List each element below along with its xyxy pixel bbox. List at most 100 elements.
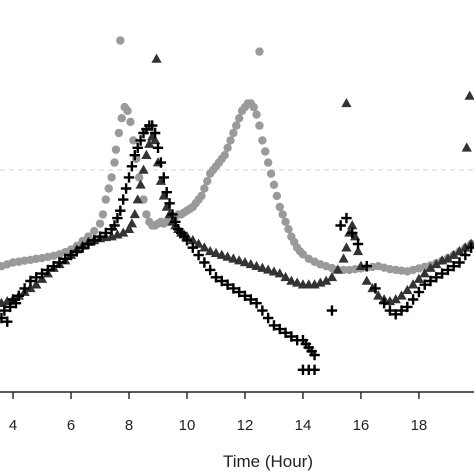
data-point-circle — [266, 169, 276, 178]
data-point-triangle — [425, 262, 436, 272]
data-point-plus — [109, 220, 120, 231]
data-point-triangle — [205, 246, 216, 256]
data-point-plus — [149, 127, 161, 139]
data-point-plus — [396, 305, 407, 316]
data-point-plus — [326, 305, 338, 316]
data-point-plus — [31, 272, 42, 283]
data-point-triangle — [464, 90, 474, 100]
data-point-plus — [390, 309, 401, 320]
data-point-circle — [255, 121, 264, 130]
data-point-plus — [60, 253, 71, 264]
data-point-plus — [309, 364, 320, 375]
data-point-plus — [89, 235, 100, 246]
data-point-triangle — [151, 53, 162, 63]
data-point-triangle — [321, 275, 332, 285]
x-tick-label: 6 — [67, 417, 75, 434]
data-point-triangle — [216, 249, 227, 259]
data-point-plus — [262, 312, 274, 324]
data-point-plus — [341, 212, 352, 224]
data-point-plus — [77, 242, 88, 253]
data-point-plus — [204, 264, 216, 276]
data-point-circle — [220, 151, 229, 160]
data-point-plus — [199, 257, 210, 268]
data-point-plus — [425, 275, 436, 287]
data-point-plus — [187, 242, 198, 253]
data-point-triangle — [355, 260, 367, 270]
data-point-triangle — [193, 238, 204, 248]
x-tick-label: 10 — [179, 417, 196, 434]
data-point-circle — [98, 210, 108, 219]
data-point-triangle — [118, 227, 129, 237]
data-point-triangle — [274, 268, 285, 278]
data-point-circle — [249, 102, 258, 112]
data-point-triangle — [234, 255, 245, 265]
data-point-plus — [465, 242, 474, 253]
data-point-plus — [83, 238, 94, 250]
data-point-circle — [263, 158, 273, 167]
data-point-plus — [216, 275, 227, 287]
data-point-plus — [4, 301, 16, 313]
data-point-triangle — [25, 283, 36, 293]
data-point-triangle — [129, 209, 140, 219]
data-point-circle — [278, 210, 287, 219]
data-point-triangle — [286, 275, 297, 285]
data-point-circle — [284, 225, 293, 234]
x-ticks: 4 6 8 10 12 14 16 18 — [9, 392, 427, 434]
data-point-circle — [223, 143, 232, 152]
data-point-plus — [193, 249, 204, 261]
data-point-plus — [448, 261, 459, 272]
data-point-circle — [134, 173, 144, 182]
x-axis-title: Time (Hour) — [223, 452, 313, 471]
data-point-plus — [65, 249, 77, 261]
data-point-plus — [268, 320, 280, 331]
data-point-plus — [164, 198, 175, 209]
data-point-circle — [101, 195, 111, 204]
data-point-circle — [261, 147, 270, 156]
data-point-triangle — [448, 249, 459, 259]
data-point-plus — [309, 349, 320, 361]
data-point-triangle — [454, 246, 465, 256]
data-point-circle — [129, 136, 138, 145]
data-point-plus — [361, 261, 372, 272]
data-point-triangle — [144, 138, 155, 148]
data-point-triangle — [138, 164, 149, 174]
x-tick-label: 12 — [237, 417, 254, 434]
data-point-plus — [126, 161, 138, 172]
data-point-triangle — [280, 271, 291, 282]
data-point-triangle — [239, 257, 251, 267]
data-point-circle — [252, 110, 261, 119]
data-point-plus — [135, 135, 146, 146]
data-point-circle — [203, 176, 212, 186]
data-point-plus — [170, 216, 181, 227]
data-point-plus — [286, 331, 297, 342]
data-point-circle — [281, 217, 290, 226]
data-point-circle — [232, 121, 241, 130]
x-tick-label: 18 — [411, 417, 428, 434]
data-point-circle — [234, 114, 244, 123]
data-point-plus — [352, 238, 364, 250]
data-point-plus — [370, 283, 381, 294]
data-point-plus — [454, 257, 465, 268]
data-point-triangle — [222, 251, 233, 261]
data-point-plus — [71, 246, 83, 257]
data-point-plus — [42, 264, 54, 276]
data-point-plus — [19, 283, 30, 294]
data-point-plus — [152, 142, 164, 153]
data-point-circle — [84, 232, 93, 241]
data-point-circle — [197, 191, 206, 201]
data-point-triangle — [396, 290, 407, 300]
data-point-triangle — [228, 253, 239, 263]
data-point-plus — [222, 279, 233, 290]
data-point-triangle — [431, 258, 442, 269]
data-point-circle — [111, 145, 121, 154]
data-point-triangle — [442, 253, 454, 263]
data-point-circle — [123, 106, 132, 116]
data-point-circle — [90, 226, 99, 236]
data-point-plus — [112, 212, 123, 224]
data-point-plus — [257, 305, 268, 316]
data-point-circle — [229, 128, 238, 138]
data-point-triangle — [31, 279, 42, 289]
data-point-plus — [129, 150, 141, 161]
data-point-triangle — [461, 142, 472, 152]
